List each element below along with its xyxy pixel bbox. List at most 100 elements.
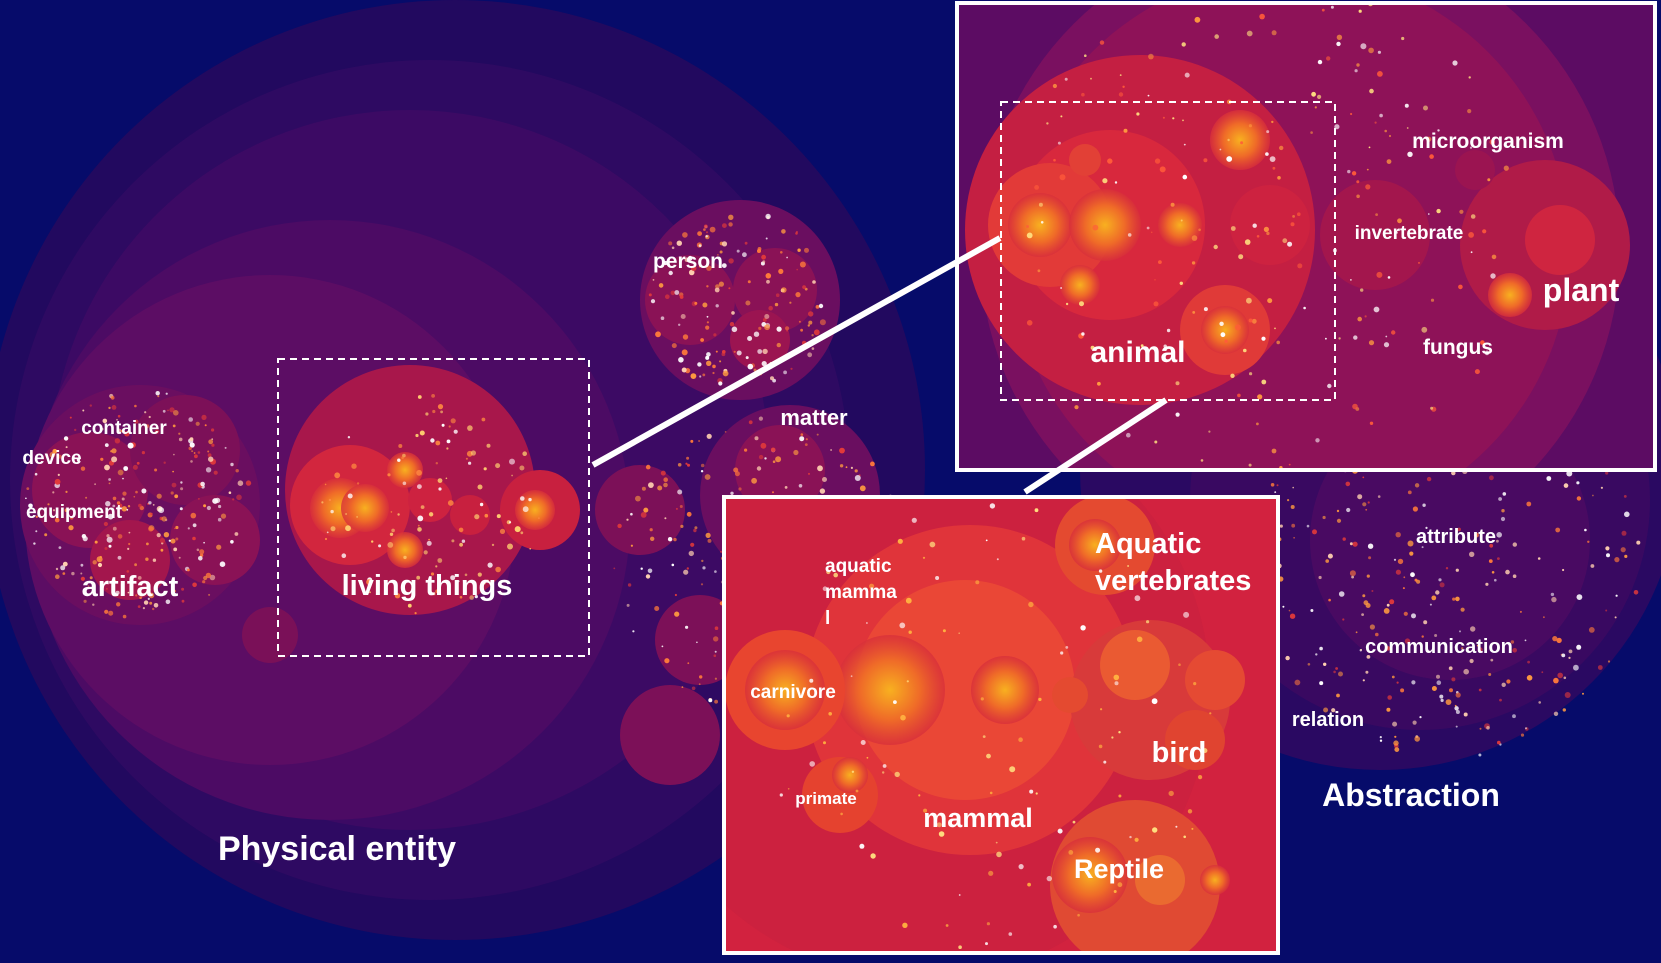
speckle-dot xyxy=(906,680,909,683)
speckle-dot xyxy=(195,421,200,426)
speckle-dot xyxy=(640,512,647,518)
speckle-dot xyxy=(117,414,121,418)
speckle-dot xyxy=(111,456,118,463)
label-device: device xyxy=(22,448,81,469)
speckle-dot xyxy=(428,538,430,541)
speckle-dot xyxy=(804,247,809,253)
speckle-dot xyxy=(425,412,429,416)
speckle-dot xyxy=(474,595,478,599)
speckle-dot xyxy=(446,447,449,450)
speckle-dot xyxy=(1129,835,1132,839)
speckle-dot xyxy=(1148,53,1154,60)
speckle-dot xyxy=(800,328,803,332)
speckle-dot xyxy=(702,566,706,570)
speckle-dot xyxy=(1271,120,1274,124)
speckle-dot xyxy=(668,270,673,276)
label-aquatic-mammal-line1: aquatic xyxy=(825,556,892,577)
speckle-dot xyxy=(1097,381,1101,386)
label-matter: matter xyxy=(780,405,848,430)
speckle-dot xyxy=(148,415,151,419)
speckle-dot xyxy=(1046,875,1053,882)
speckle-dot xyxy=(855,789,859,793)
speckle-dot xyxy=(1526,675,1533,681)
speckle-dot xyxy=(495,463,501,469)
speckle-dot xyxy=(724,431,727,433)
speckle-dot xyxy=(1541,671,1544,674)
speckle-dot xyxy=(1287,499,1290,502)
speckle-dot xyxy=(161,516,167,522)
speckle-dot xyxy=(1455,692,1461,698)
speckle-dot xyxy=(799,436,805,442)
speckle-dot xyxy=(397,513,400,516)
speckle-dot xyxy=(198,556,203,561)
speckle-dot xyxy=(1027,882,1031,887)
speckle-dot xyxy=(1068,850,1074,855)
speckle-dot xyxy=(775,456,782,463)
speckle-dot xyxy=(1230,226,1236,231)
label-primate: primate xyxy=(795,789,856,808)
speckle-dot xyxy=(1064,77,1068,81)
speckle-dot xyxy=(1421,546,1424,549)
speckle-dot xyxy=(789,301,792,304)
speckle-dot xyxy=(134,563,138,567)
speckle-dot xyxy=(122,477,124,480)
speckle-dot xyxy=(1385,646,1391,651)
speckle-dot xyxy=(228,491,232,495)
speckle-dot xyxy=(1159,166,1166,173)
label-aquatic-mammal-line2: mamma xyxy=(825,582,897,603)
speckle-dot xyxy=(747,363,754,370)
speckle-dot xyxy=(1080,625,1086,631)
speckle-dot xyxy=(804,443,808,446)
speckle-dot xyxy=(1338,337,1341,340)
speckle-dot xyxy=(1387,695,1392,700)
speckle-dot xyxy=(702,373,706,377)
speckle-dot xyxy=(477,572,482,577)
speckle-dot xyxy=(415,433,419,438)
label-person: person xyxy=(653,250,723,273)
speckle-dot xyxy=(137,576,142,580)
speckle-dot xyxy=(802,285,806,289)
speckle-dot xyxy=(736,350,742,356)
speckle-dot xyxy=(1369,421,1374,425)
speckle-dot xyxy=(205,467,212,473)
speckle-dot xyxy=(1387,276,1391,279)
speckle-dot xyxy=(1490,273,1496,279)
speckle-dot xyxy=(696,641,698,644)
speckle-dot xyxy=(1136,112,1140,116)
speckle-dot xyxy=(718,281,725,287)
speckle-dot xyxy=(1248,124,1252,128)
speckle-dot xyxy=(1114,181,1118,184)
speckle-dot xyxy=(1449,688,1453,693)
speckle-dot xyxy=(438,487,442,491)
speckle-dot xyxy=(111,405,117,410)
speckle-dot xyxy=(1029,789,1034,794)
speckle-dot xyxy=(1428,213,1430,215)
speckle-dot xyxy=(351,463,357,469)
speckle-dot xyxy=(1469,658,1474,664)
speckle-dot xyxy=(108,544,112,548)
speckle-dot xyxy=(160,548,164,552)
speckle-dot xyxy=(1448,666,1453,671)
speckle-dot xyxy=(1272,166,1276,170)
speckle-dot xyxy=(457,580,460,583)
speckle-dot xyxy=(85,496,88,499)
speckle-dot xyxy=(1375,213,1378,217)
speckle-dot xyxy=(742,252,747,258)
speckle-dot xyxy=(417,527,422,532)
speckle-dot xyxy=(1118,794,1122,798)
speckle-dot xyxy=(1620,547,1626,553)
speckle-dot xyxy=(1573,664,1579,671)
speckle-dot xyxy=(823,741,826,745)
speckle-dot xyxy=(757,349,763,354)
speckle-dot xyxy=(700,583,704,586)
speckle-dot xyxy=(1224,339,1228,343)
speckle-dot xyxy=(1192,311,1196,314)
speckle-dot xyxy=(135,490,138,494)
speckle-dot xyxy=(613,567,616,570)
speckle-dot xyxy=(35,530,38,533)
speckle-dot xyxy=(192,523,197,528)
speckle-dot xyxy=(1430,298,1435,302)
speckle-dot xyxy=(205,572,212,579)
speckle-dot xyxy=(667,537,673,542)
speckle-dot xyxy=(1191,827,1194,830)
